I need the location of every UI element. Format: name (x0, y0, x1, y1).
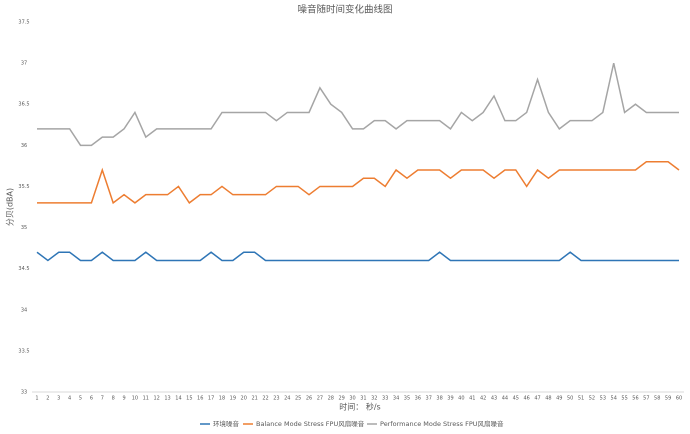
series-line (37, 62, 679, 147)
y-tick-label: 36.5 (18, 102, 29, 108)
x-tick-label: 57 (643, 396, 649, 402)
x-tick-label: 39 (447, 396, 453, 402)
legend-label: 环境噪音 (213, 419, 240, 428)
x-tick-label: 3 (57, 396, 60, 402)
x-tick-label: 6 (90, 396, 93, 402)
x-tick-label: 52 (589, 396, 595, 402)
x-tick-label: 16 (197, 396, 203, 402)
y-tick-label: 37.5 (18, 20, 29, 26)
x-tick-label: 19 (230, 396, 236, 402)
x-tick-label: 23 (273, 396, 279, 402)
x-tick-label: 46 (523, 396, 529, 402)
x-tick-label: 51 (578, 396, 584, 402)
x-tick-label: 45 (513, 396, 519, 402)
x-tick-label: 5 (79, 396, 82, 402)
x-tick-label: 32 (371, 396, 377, 402)
x-tick-label: 54 (611, 396, 617, 402)
x-tick-label: 1 (35, 396, 38, 402)
x-tick-label: 7 (101, 396, 104, 402)
chart-title: 噪音随时间变化曲线图 (297, 4, 392, 16)
x-tick-label: 38 (436, 396, 442, 402)
x-tick-label: 30 (349, 396, 355, 402)
series-line (36, 251, 679, 262)
x-tick-label: 26 (306, 396, 312, 402)
x-tick-label: 59 (665, 396, 671, 402)
x-tick-label: 29 (338, 396, 344, 402)
x-tick-label: 58 (654, 396, 660, 402)
y-tick-label: 35.5 (18, 184, 29, 190)
x-tick-label: 49 (556, 396, 562, 402)
legend-label: Performance Mode Stress FPU风扇噪音 (380, 419, 504, 428)
x-tick-label: 27 (317, 396, 323, 402)
x-tick-label: 9 (122, 396, 125, 402)
x-tick-label: 25 (295, 396, 301, 402)
x-tick-label: 36 (415, 396, 421, 402)
x-tick-label: 53 (600, 396, 606, 402)
x-tick-label: 18 (219, 396, 225, 402)
x-tick-label: 13 (164, 396, 170, 402)
x-tick-label: 21 (251, 396, 257, 402)
y-tick-label: 36 (21, 143, 27, 149)
x-tick-label: 12 (154, 396, 160, 402)
y-tick-label: 37 (21, 61, 27, 67)
x-tick-label: 60 (676, 396, 682, 402)
x-tick-label: 4 (68, 396, 71, 402)
x-tick-label: 24 (284, 396, 290, 402)
x-tick-label: 17 (208, 396, 214, 402)
y-tick-label: 35 (21, 225, 27, 231)
x-tick-label: 40 (458, 396, 464, 402)
x-tick-label: 11 (143, 396, 149, 402)
x-axis-label: 时间： 秒/s (339, 402, 380, 412)
x-tick-label: 41 (469, 396, 475, 402)
x-tick-label: 22 (262, 396, 268, 402)
y-axis-label: 分贝(dBA) (6, 188, 15, 226)
x-tick-label: 47 (534, 396, 540, 402)
x-tick-label: 33 (382, 396, 388, 402)
x-tick-label: 31 (360, 396, 366, 402)
y-tick-label: 34 (21, 307, 27, 313)
x-tick-label: 8 (112, 396, 115, 402)
y-tick-label: 34.5 (18, 266, 29, 272)
x-tick-label: 15 (186, 396, 192, 402)
y-tick-label: 33.5 (18, 348, 29, 354)
x-tick-label: 42 (480, 396, 486, 402)
x-tick-label: 43 (491, 396, 497, 402)
x-tick-label: 56 (632, 396, 638, 402)
legend-label: Balance Mode Stress FPU风扇噪音 (256, 419, 365, 428)
x-tick-label: 44 (502, 396, 508, 402)
x-tick-label: 14 (175, 396, 181, 402)
x-tick-label: 10 (132, 396, 138, 402)
series-line (37, 161, 680, 205)
x-tick-label: 48 (545, 396, 551, 402)
x-tick-label: 34 (393, 396, 399, 402)
x-tick-label: 50 (567, 396, 573, 402)
x-tick-label: 28 (328, 396, 334, 402)
x-tick-label: 37 (426, 396, 432, 402)
x-tick-label: 35 (404, 396, 410, 402)
x-tick-label: 55 (621, 396, 627, 402)
x-tick-label: 2 (46, 396, 49, 402)
x-tick-label: 20 (241, 396, 247, 402)
y-tick-label: 33 (21, 390, 27, 396)
